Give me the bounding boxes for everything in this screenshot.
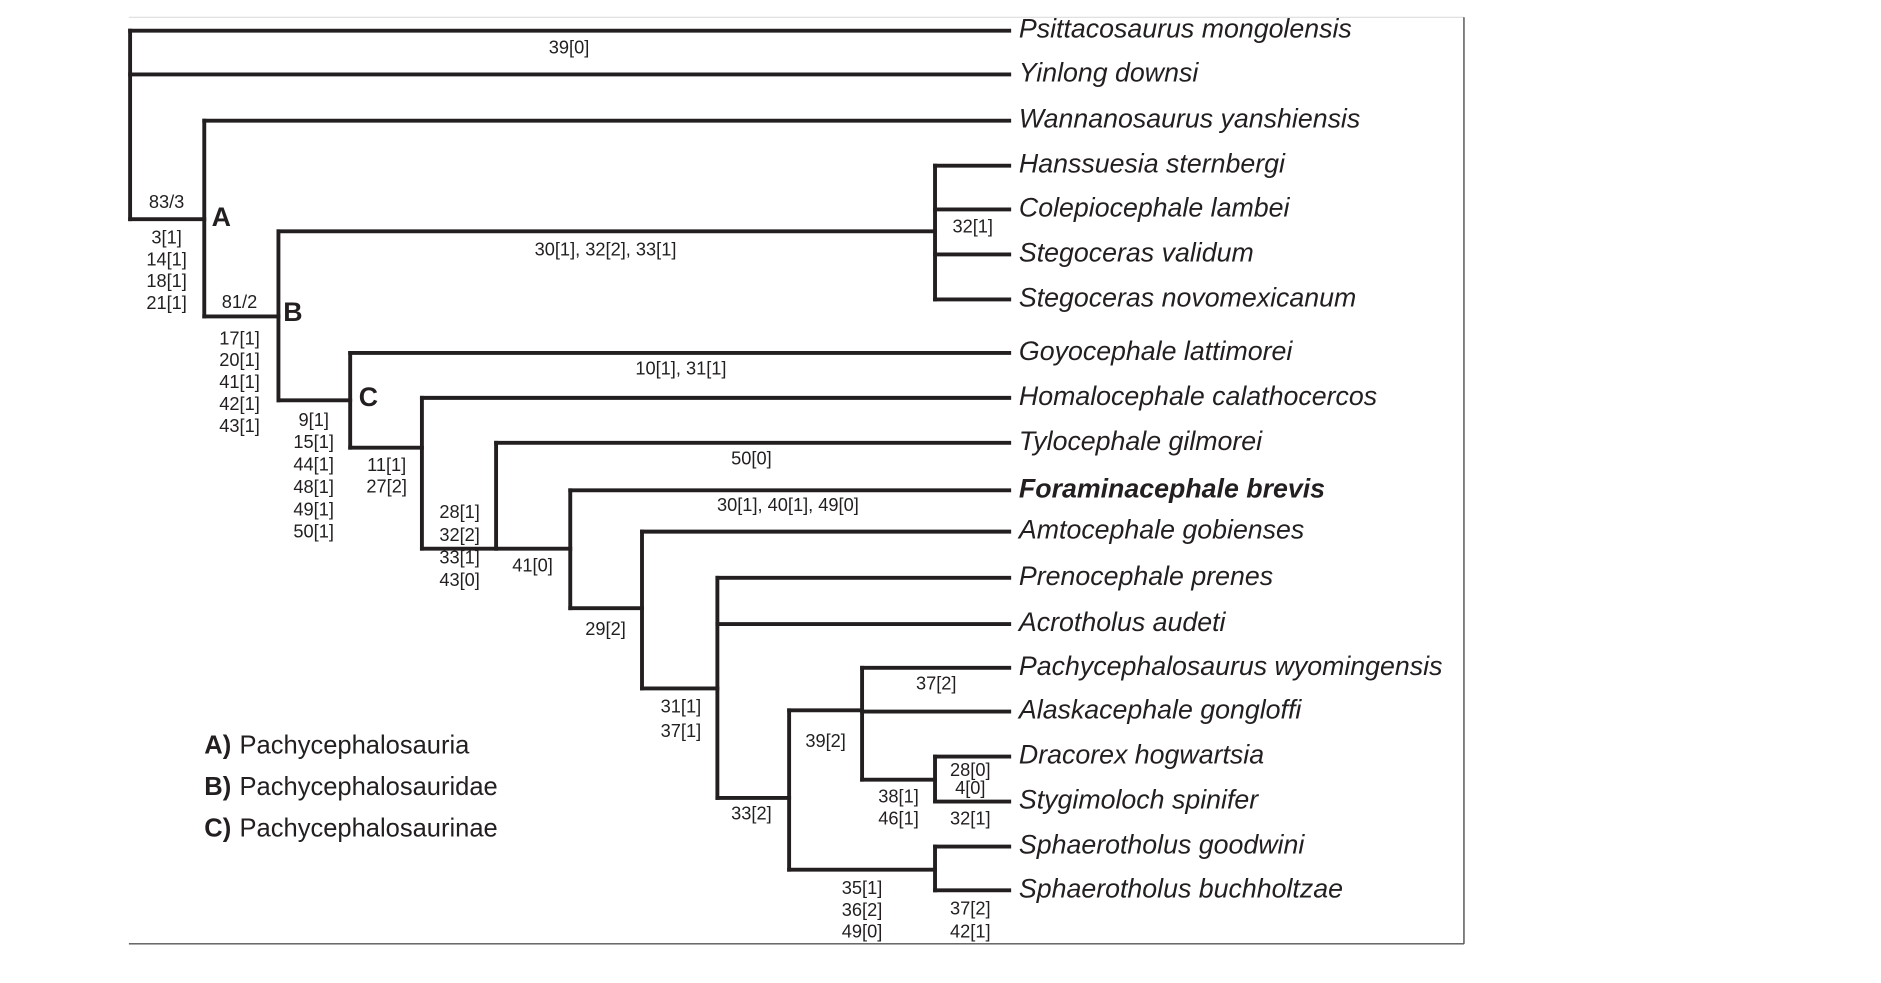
character-label: 28[0]: [950, 759, 991, 780]
character-label: 44[1]: [293, 454, 334, 475]
taxon-label: Yinlong downsi: [1019, 58, 1199, 88]
character-label: 10[1], 31[1]: [635, 358, 726, 379]
character-label: 29[2]: [585, 618, 626, 639]
taxon-label: Dracorex hogwartsia: [1019, 740, 1264, 770]
taxon-label: Foraminacephale brevis: [1019, 473, 1325, 503]
character-label: 35[1]: [842, 877, 883, 898]
character-label: 9[1]: [299, 409, 329, 430]
taxon-label: Homalocephale calathocercos: [1019, 381, 1377, 411]
character-label: 38[1]: [878, 786, 919, 807]
character-label: 43[1]: [219, 415, 260, 436]
character-label: 43[0]: [439, 569, 480, 590]
character-label: 48[1]: [293, 476, 334, 497]
taxon-label: Pachycephalosaurus wyomingensis: [1019, 651, 1443, 681]
character-label: 49[0]: [842, 921, 883, 942]
character-label: 41[0]: [512, 555, 553, 576]
taxon-label: Sphaerotholus goodwini: [1019, 830, 1305, 860]
legend-key: C): [204, 814, 231, 842]
taxon-label: Psittacosaurus mongolensis: [1019, 14, 1352, 44]
character-label: 33[1]: [439, 546, 480, 567]
character-label: 18[1]: [146, 270, 187, 291]
taxon-label: Colepiocephale lambei: [1019, 192, 1291, 222]
character-label: 39[0]: [549, 37, 590, 58]
character-label: 49[1]: [293, 498, 334, 519]
character-label: 42[1]: [950, 921, 991, 942]
character-label: 14[1]: [146, 248, 187, 269]
character-label: 4[0]: [955, 777, 985, 798]
taxon-label: Amtocephale gobienses: [1017, 515, 1304, 545]
character-label: 81/2: [222, 291, 257, 312]
character-label: 30[1], 40[1], 49[0]: [717, 494, 859, 515]
character-label: 27[2]: [366, 476, 407, 497]
character-label: 28[1]: [439, 501, 480, 522]
taxon-label: Prenocephale prenes: [1019, 561, 1273, 591]
character-label: 20[1]: [219, 349, 260, 370]
node-label: A: [212, 202, 231, 232]
character-label: 41[1]: [219, 371, 260, 392]
legend-name: Pachycephalosauria: [240, 732, 471, 760]
character-label: 11[1]: [367, 454, 406, 475]
taxon-label: Stegoceras validum: [1019, 237, 1254, 267]
taxon-label: Wannanosaurus yanshiensis: [1019, 104, 1360, 134]
character-label: 37[2]: [950, 898, 991, 919]
character-label: 37[2]: [916, 673, 957, 694]
character-label: 33[2]: [731, 803, 772, 824]
taxon-label: Stegoceras novomexicanum: [1019, 282, 1356, 312]
taxon-label: Hanssuesia sternbergi: [1019, 149, 1286, 179]
character-label: 15[1]: [293, 431, 334, 452]
character-label: 46[1]: [878, 808, 919, 829]
taxon-label: Tylocephale gilmorei: [1019, 426, 1263, 456]
character-label: 39[2]: [805, 730, 846, 751]
tree-branches: [128, 28, 1012, 893]
taxon-label: Goyocephale lattimorei: [1019, 336, 1293, 366]
character-label: 32[1]: [952, 215, 993, 236]
node-label: B: [283, 297, 302, 327]
node-label: C: [359, 382, 378, 412]
character-label: 37[1]: [661, 720, 702, 741]
legend-name: Pachycephalosauridae: [240, 773, 498, 801]
legend-key: A): [204, 732, 231, 760]
character-label: 32[1]: [950, 808, 991, 829]
character-label: 17[1]: [219, 327, 260, 348]
character-label: 50[1]: [293, 521, 334, 542]
character-label: 21[1]: [146, 292, 187, 313]
character-label: 50[0]: [731, 448, 772, 469]
taxon-label: Acrotholus audeti: [1017, 607, 1227, 637]
character-label: 42[1]: [219, 393, 260, 414]
legend-key: B): [204, 773, 231, 801]
character-label: 83/3: [149, 191, 184, 212]
character-label: 36[2]: [842, 899, 883, 920]
taxon-label: Stygimoloch spinifer: [1019, 785, 1259, 815]
character-label: 30[1], 32[2], 33[1]: [535, 239, 677, 260]
character-label: 32[2]: [439, 524, 480, 545]
character-label: 31[1]: [661, 696, 702, 717]
taxon-label: Sphaerotholus buchholtzae: [1019, 873, 1343, 903]
character-label: 3[1]: [151, 226, 181, 247]
taxon-label: Alaskacephale gongloffi: [1017, 695, 1302, 725]
labels: Psittacosaurus mongolensis Yinlong downsi…: [146, 14, 1442, 942]
legend-name: Pachycephalosaurinae: [240, 814, 498, 842]
